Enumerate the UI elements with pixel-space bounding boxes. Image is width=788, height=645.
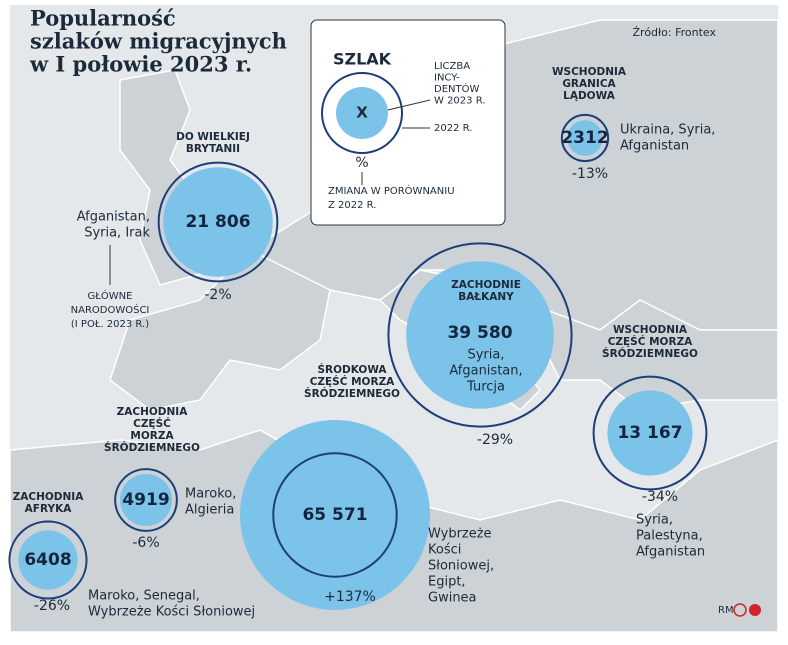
legend-count-label: W 2023 R.	[434, 96, 485, 107]
nationality-note: (I POŁ. 2023 R.)	[71, 319, 149, 330]
nationalities: Afganistan,	[77, 210, 150, 225]
credit: RM	[718, 605, 734, 616]
nationalities: Ukraina, Syria,	[620, 123, 715, 138]
title: szlaków migracyjnych	[30, 29, 287, 54]
change-label: -29%	[477, 432, 513, 448]
change-label: +137%	[324, 589, 376, 605]
ring-2022	[560, 113, 610, 163]
route-name: WSCHODNIA	[552, 66, 627, 78]
nationalities: Gwinea	[428, 591, 477, 606]
change-label: -26%	[34, 598, 70, 614]
legend-box	[310, 19, 506, 226]
logo	[733, 603, 747, 617]
legend-ring-label: 2022 R.	[434, 123, 472, 134]
ring-2022	[387, 242, 573, 428]
legend-bubble	[336, 87, 388, 139]
legend-title: SZLAK	[333, 50, 392, 69]
change-label: -2%	[204, 287, 231, 303]
logo	[749, 604, 761, 616]
nationalities: Syria,	[467, 348, 504, 363]
bubble-2023	[18, 530, 78, 590]
nationalities: Syria,	[636, 513, 673, 528]
legend-symbol: X	[356, 104, 368, 122]
bubble-2023	[240, 420, 430, 610]
nationalities: Maroko,	[185, 487, 236, 502]
nationalities: Wybrzeże	[428, 527, 492, 542]
route-name: MORZA	[130, 430, 174, 442]
bubble-2023	[119, 473, 173, 527]
bubble-2023	[607, 390, 693, 476]
route-name: DO WIELKIEJ	[176, 131, 250, 143]
legend-count-label: LICZBA	[434, 61, 470, 72]
route-name: ZACHODNIE	[451, 279, 521, 291]
source: Źródło: Frontex	[633, 26, 717, 39]
count-label: 13 167	[617, 423, 682, 443]
route-name: ZACHODNIA	[13, 491, 85, 503]
nationalities: Afganistan	[636, 545, 705, 560]
route-name: ŚRÓDZIEMNEGO	[602, 347, 698, 360]
nationality-note: GŁÓWNE	[88, 289, 133, 302]
route-name: LĄDOWA	[563, 90, 616, 102]
count-label: 39 580	[447, 323, 512, 343]
route-name: ŚRÓDZIEMNEGO	[104, 441, 200, 454]
route-name: WSCHODNIA	[613, 324, 688, 336]
legend-change-label: ZMIANA W PORÓWNANIU	[328, 184, 455, 197]
count-label: 4919	[122, 490, 169, 510]
ring-2022	[592, 375, 708, 491]
nationalities: Algieria	[185, 503, 234, 518]
route-name: GRANICA	[562, 78, 616, 90]
count-label: 6408	[24, 550, 71, 570]
count-label: 65 571	[302, 505, 367, 525]
legend-ring	[321, 72, 403, 154]
route-name: CZĘŚĆ MORZA	[608, 335, 693, 348]
title: Popularność	[30, 6, 176, 31]
nationalities: Afganistan,	[449, 364, 522, 379]
route-name: CZĘŚĆ	[133, 417, 171, 430]
ring-2022	[272, 452, 398, 578]
route-name: BAŁKANY	[458, 291, 514, 303]
legend-pointer	[387, 99, 431, 111]
legend-percent: %	[355, 155, 368, 171]
legend-change-label: Z 2022 R.	[328, 200, 376, 211]
nationalities: Maroko, Senegal,	[88, 589, 200, 604]
route-name: AFRYKA	[25, 503, 73, 515]
legend-count-label: DENTÓW	[434, 82, 479, 95]
change-label: -13%	[572, 166, 608, 182]
nationalities: Wybrzeże Kości Słoniowej	[88, 605, 255, 620]
nationalities: Palestyna,	[636, 529, 703, 544]
bubble-2023	[567, 120, 603, 156]
route-name: ZACHODNIA	[117, 406, 189, 418]
route-name: CZĘŚĆ MORZA	[310, 375, 395, 388]
count-label: 21 806	[185, 212, 250, 232]
nationality-note: NARODOWOŚCI	[71, 303, 150, 316]
route-name: ŚRÓDZIEMNEGO	[304, 387, 400, 400]
count-label: 2312	[561, 128, 608, 148]
nationalities: Afganistan	[620, 139, 689, 154]
legend-count-label: INCY-	[434, 73, 460, 84]
nationalities: Syria, Irak	[84, 226, 150, 241]
route-name: ŚRODKOWA	[317, 363, 387, 376]
ring-2022	[114, 468, 178, 532]
nationalities: Kości	[428, 543, 461, 558]
change-label: -34%	[642, 489, 678, 505]
title: w I połowie 2023 r.	[29, 52, 252, 77]
ring-2022	[8, 520, 88, 600]
nationalities: Egipt,	[428, 575, 466, 590]
ring-2022	[157, 161, 279, 283]
bubble-2023	[406, 261, 554, 409]
bubble-2023	[163, 167, 273, 277]
change-label: -6%	[132, 535, 159, 551]
nationalities: Turcja	[466, 380, 505, 395]
route-name: BRYTANII	[186, 143, 240, 155]
nationalities: Słoniowej,	[428, 559, 494, 574]
